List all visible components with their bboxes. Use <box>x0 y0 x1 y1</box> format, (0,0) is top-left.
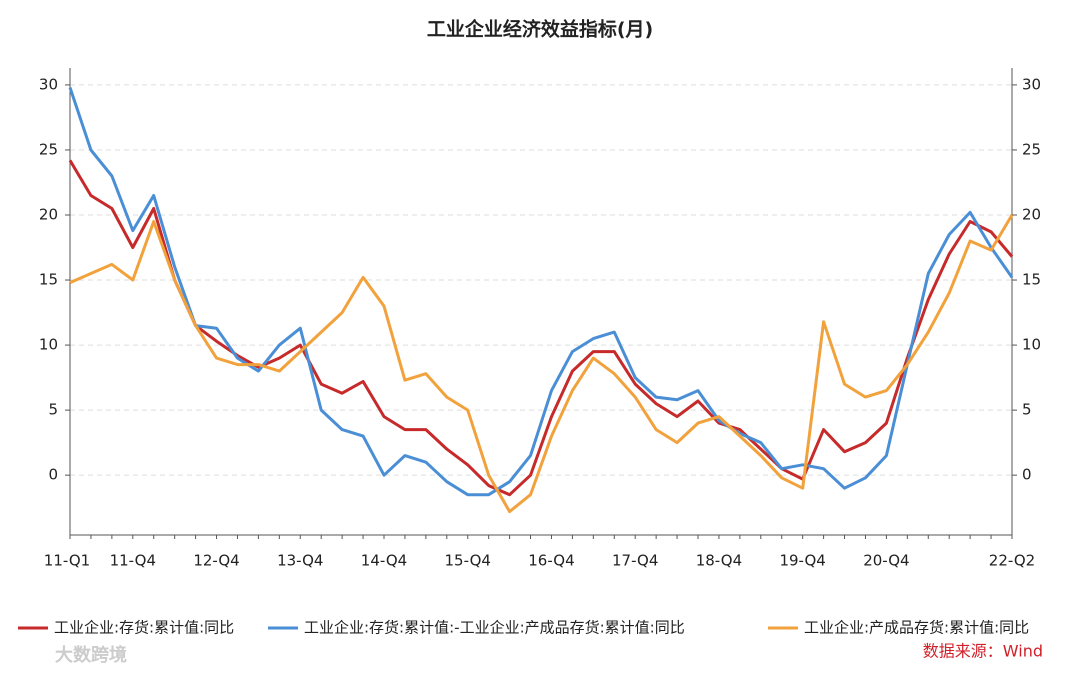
chart-title: 工业企业经济效益指标(月) <box>427 18 653 41</box>
x-tick-label: 16-Q4 <box>528 552 574 570</box>
x-tick-label: 13-Q4 <box>277 552 323 570</box>
y2-tick-label: 25 <box>1022 140 1041 158</box>
y2-tick-label: 30 <box>1022 75 1041 93</box>
y2-tick-label: 15 <box>1022 271 1041 289</box>
y-tick-label: 5 <box>48 401 58 419</box>
legend-label: 工业企业:存货:累计值:同比 <box>54 619 234 637</box>
y2-tick-label: 20 <box>1022 205 1041 223</box>
x-tick-label: 11-Q4 <box>110 552 156 570</box>
source: 数据来源：Wind <box>923 642 1043 661</box>
line-series <box>69 214 1014 514</box>
y-tick-label: 30 <box>39 75 58 93</box>
y-tick-label: 15 <box>39 271 58 289</box>
y-tick-label: 10 <box>39 336 58 354</box>
x-tick-label: 12-Q4 <box>193 552 239 570</box>
watermark: 大数跨境 <box>55 644 127 666</box>
x-tick-label: 14-Q4 <box>361 552 407 570</box>
x-tick-label: 11-Q1 <box>44 552 90 570</box>
line-series <box>68 159 1014 497</box>
x-tick-label: 18-Q4 <box>696 552 742 570</box>
x-tick-label: 22-Q2 <box>989 552 1035 570</box>
legend-label: 工业企业:存货:累计值:-工业企业:产成品存货:累计值:同比 <box>304 619 685 637</box>
x-tick-label: 20-Q4 <box>863 552 909 570</box>
x-tick-label: 17-Q4 <box>612 552 658 570</box>
y2-tick-label: 0 <box>1022 466 1032 484</box>
y2-tick-label: 10 <box>1022 336 1041 354</box>
x-tick-label: 19-Q4 <box>779 552 825 570</box>
line-series <box>68 87 1014 497</box>
y-tick-label: 25 <box>39 140 58 158</box>
x-tick-label: 15-Q4 <box>445 552 491 570</box>
legend-label: 工业企业:产成品存货:累计值:同比 <box>804 619 1029 637</box>
y-tick-label: 20 <box>39 205 58 223</box>
y-tick-label: 0 <box>48 466 58 484</box>
y2-tick-label: 5 <box>1022 401 1032 419</box>
